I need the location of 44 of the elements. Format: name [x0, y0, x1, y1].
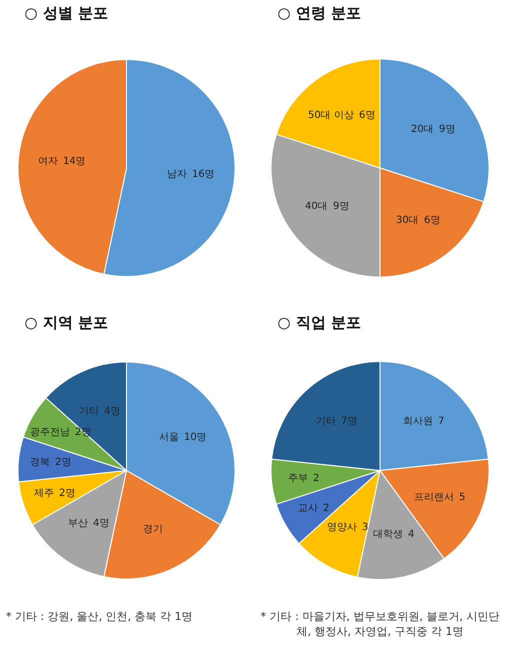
data-label: 7	[438, 416, 444, 427]
slice-label: 기타	[79, 406, 99, 417]
data-label: 5	[459, 492, 466, 503]
data-label: 16명	[192, 169, 215, 180]
chart-title: ○ 지역 분포	[24, 314, 108, 332]
slice-label: 남자	[167, 169, 187, 180]
data-label: 6명	[424, 215, 440, 226]
data-label: 10명	[184, 432, 207, 443]
slice-label: 서울	[159, 432, 179, 443]
slice-label: 대학생	[373, 529, 403, 540]
slice-label: 30대	[396, 215, 419, 226]
chart-title: ○ 직업 분포	[278, 314, 362, 332]
data-label: 14명	[63, 156, 86, 167]
text: * 기타 : 마을기자, 법무보호위원, 블로거, 시민단체, 행정사, 자영업, 구직중 각 1명	[260, 609, 500, 639]
slice-label: 여자	[38, 156, 58, 167]
data-label: 2명	[59, 488, 76, 499]
text: * 기타 : 강원, 울산, 인천, 충북 각 1명	[5, 609, 194, 624]
slice-label: 20대	[411, 124, 434, 135]
data-label: 9명	[333, 201, 350, 212]
slice-label: 프리랜서	[414, 492, 454, 503]
data-label: 2	[323, 503, 330, 514]
data-label: 2명	[55, 457, 72, 468]
data-label: 4명	[93, 518, 110, 529]
data-label: 4명	[104, 406, 120, 417]
slice-label: 50대 이상	[308, 110, 354, 121]
data-label: 7명	[341, 416, 358, 427]
slice-label: 경기	[143, 524, 163, 535]
data-label: 4	[408, 529, 414, 540]
slice-label: 광주전남	[30, 427, 70, 438]
slice-label: 40대	[305, 201, 328, 212]
data-label: 9명	[439, 124, 456, 135]
data-label: 6명	[359, 110, 376, 121]
data-label: 2	[313, 473, 320, 484]
slice-label: 교사	[298, 503, 318, 514]
slice-label: 경북	[30, 457, 50, 468]
data-label: 3	[362, 522, 368, 533]
chart-title: ○ 연령 분포	[278, 4, 362, 22]
slice-label: 영양사	[327, 522, 357, 533]
slice-label: 회사원	[403, 416, 433, 427]
chart-title: ○ 성별 분포	[24, 4, 108, 22]
slice-label: 제주	[34, 488, 54, 499]
slice-label: 주부	[288, 473, 308, 484]
slice-label: 기타	[316, 416, 336, 427]
slice-label: 부산	[68, 518, 88, 529]
